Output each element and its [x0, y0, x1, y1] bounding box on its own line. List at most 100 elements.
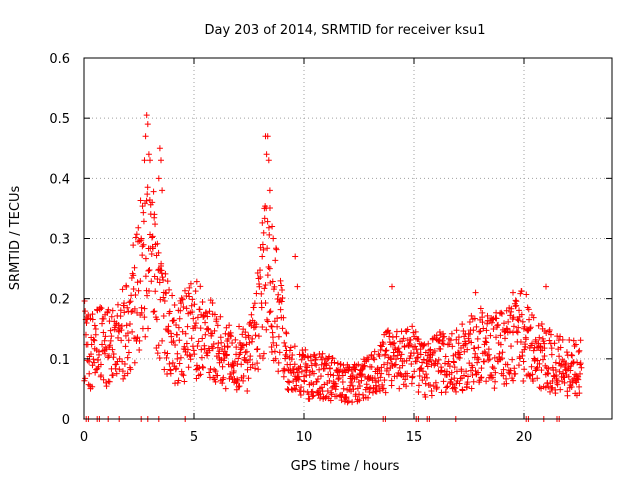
data-point [181, 378, 188, 385]
data-point [190, 347, 197, 354]
data-point [389, 340, 396, 347]
data-point [402, 376, 409, 383]
data-point [396, 385, 403, 392]
data-point [443, 384, 450, 391]
data-point [276, 349, 283, 356]
data-point [279, 325, 286, 332]
data-point [90, 356, 97, 363]
data-point [557, 344, 564, 351]
data-point [95, 356, 102, 363]
data-point [163, 290, 170, 297]
data-point [244, 388, 251, 395]
data-point [138, 235, 145, 242]
data-point [144, 191, 151, 198]
data-point [257, 267, 263, 274]
data-point [464, 346, 471, 353]
data-point [286, 379, 293, 386]
data-point [108, 313, 115, 320]
data-point [462, 340, 469, 347]
data-point [224, 343, 231, 350]
data-point [378, 343, 385, 350]
data-point [415, 382, 422, 389]
data-points [81, 112, 585, 422]
data-point [420, 356, 427, 363]
data-point [266, 205, 273, 212]
data-point [477, 328, 484, 335]
data-point [174, 331, 181, 338]
data-point [301, 378, 308, 385]
data-point [202, 319, 209, 326]
data-point [92, 369, 99, 376]
data-point [173, 365, 180, 372]
data-point [510, 314, 517, 321]
data-point [144, 121, 151, 128]
data-point [274, 315, 281, 322]
data-point [455, 340, 462, 347]
data-point [314, 375, 321, 382]
data-point [385, 371, 392, 378]
data-point [272, 257, 279, 264]
data-point [117, 307, 124, 314]
data-point [521, 366, 528, 373]
data-point [227, 371, 234, 378]
data-point [125, 337, 132, 344]
data-point [319, 356, 326, 363]
data-point [459, 387, 466, 394]
data-point [327, 397, 334, 404]
data-point [265, 224, 272, 231]
data-point [324, 387, 331, 394]
data-point [375, 383, 382, 390]
data-point [182, 330, 189, 337]
data-point [206, 369, 213, 376]
data-point [258, 290, 265, 297]
data-point [326, 353, 333, 360]
data-point [164, 278, 171, 285]
data-point [259, 219, 266, 226]
data-point [235, 355, 242, 362]
data-point [219, 363, 226, 370]
data-point [457, 351, 464, 358]
data-point [278, 298, 285, 305]
data-point [571, 343, 578, 350]
data-point [131, 264, 138, 271]
data-point [177, 307, 184, 314]
data-point [535, 322, 542, 329]
data-point [345, 398, 352, 405]
data-point [420, 368, 427, 375]
data-point [540, 356, 547, 363]
data-point [450, 359, 457, 366]
data-point [507, 367, 514, 374]
data-point [189, 296, 196, 303]
data-point [277, 306, 284, 313]
data-point [119, 368, 126, 375]
data-point [259, 241, 266, 248]
data-point [547, 388, 554, 395]
data-point [283, 330, 290, 337]
data-point [99, 341, 106, 348]
data-point [400, 335, 407, 342]
data-point [156, 354, 163, 361]
data-point [423, 371, 430, 378]
data-point [92, 331, 99, 338]
data-point [565, 373, 572, 380]
data-point [109, 346, 116, 353]
data-point [166, 308, 173, 315]
data-point [194, 365, 201, 372]
data-point [261, 285, 268, 292]
data-point [89, 316, 96, 323]
data-point [145, 325, 152, 332]
data-point [252, 332, 259, 339]
data-point [312, 354, 319, 361]
data-point [452, 385, 459, 392]
data-point [383, 347, 390, 354]
data-point [464, 379, 471, 386]
data-point [106, 378, 113, 385]
data-point [311, 352, 318, 359]
chart-title: Day 203 of 2014, SRMTID for receiver ksu… [205, 23, 486, 38]
data-point [486, 356, 493, 363]
data-point [382, 389, 389, 396]
data-point [121, 302, 127, 309]
data-point [108, 333, 115, 340]
data-point [265, 157, 272, 164]
data-point [440, 378, 447, 385]
